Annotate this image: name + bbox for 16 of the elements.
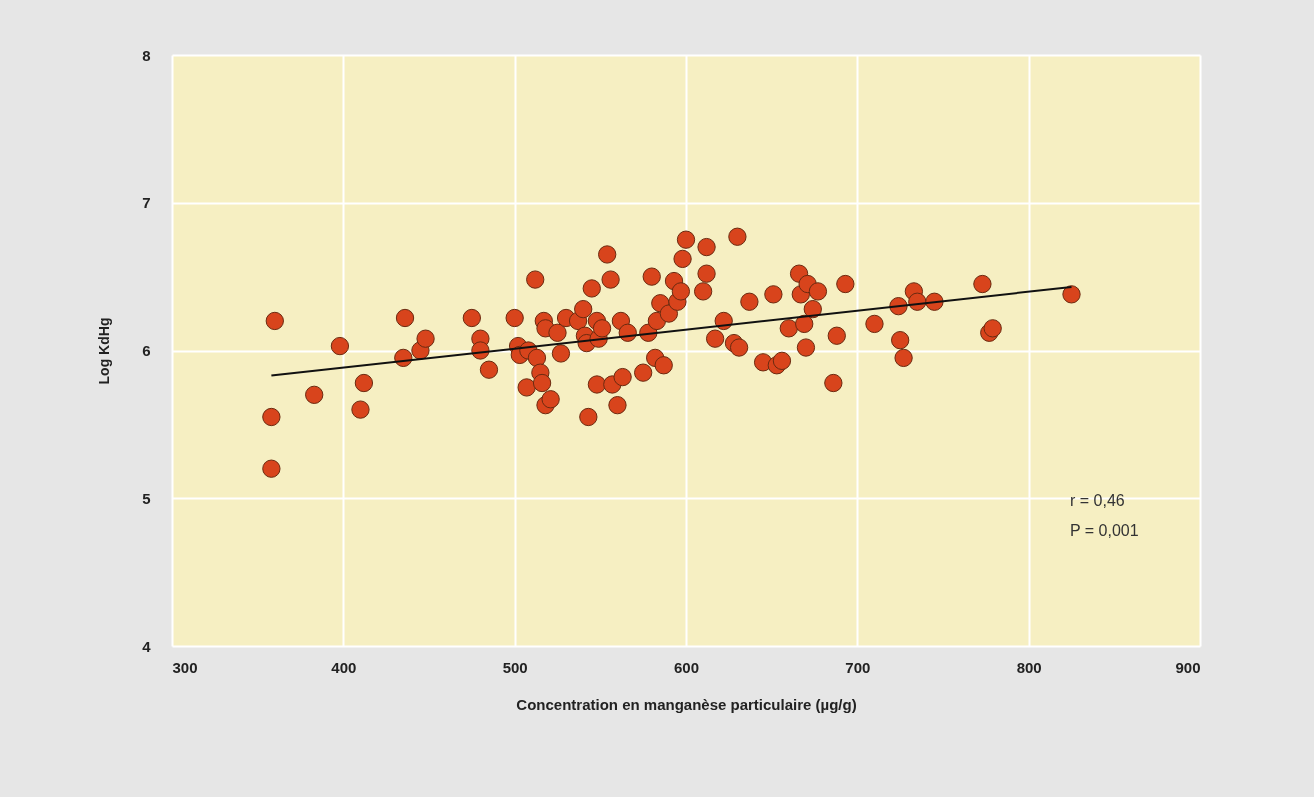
x-tick-label: 500 <box>502 658 528 676</box>
x-tick-label: 700 <box>845 658 871 676</box>
y-tick-label: 7 <box>142 194 151 212</box>
y-tick-label: 8 <box>142 46 151 64</box>
x-tick-label: 900 <box>1175 658 1201 676</box>
x-axis-title: Concentration en manganèse particulaire (µg/g) <box>516 695 857 713</box>
y-tick-label: 4 <box>142 637 152 655</box>
x-tick-label: 800 <box>1016 658 1042 676</box>
x-tick-label: 600 <box>673 658 700 676</box>
y-axis-title: Log KdHg <box>96 317 113 385</box>
x-tick-label: 300 <box>172 658 198 676</box>
annotation: r = 0,46 <box>1070 492 1125 509</box>
y-tick-label: 5 <box>142 489 151 507</box>
x-tick-label: 400 <box>331 658 357 676</box>
y-tick-label: 6 <box>142 342 151 359</box>
annotation: P = 0,001 <box>1070 522 1139 539</box>
